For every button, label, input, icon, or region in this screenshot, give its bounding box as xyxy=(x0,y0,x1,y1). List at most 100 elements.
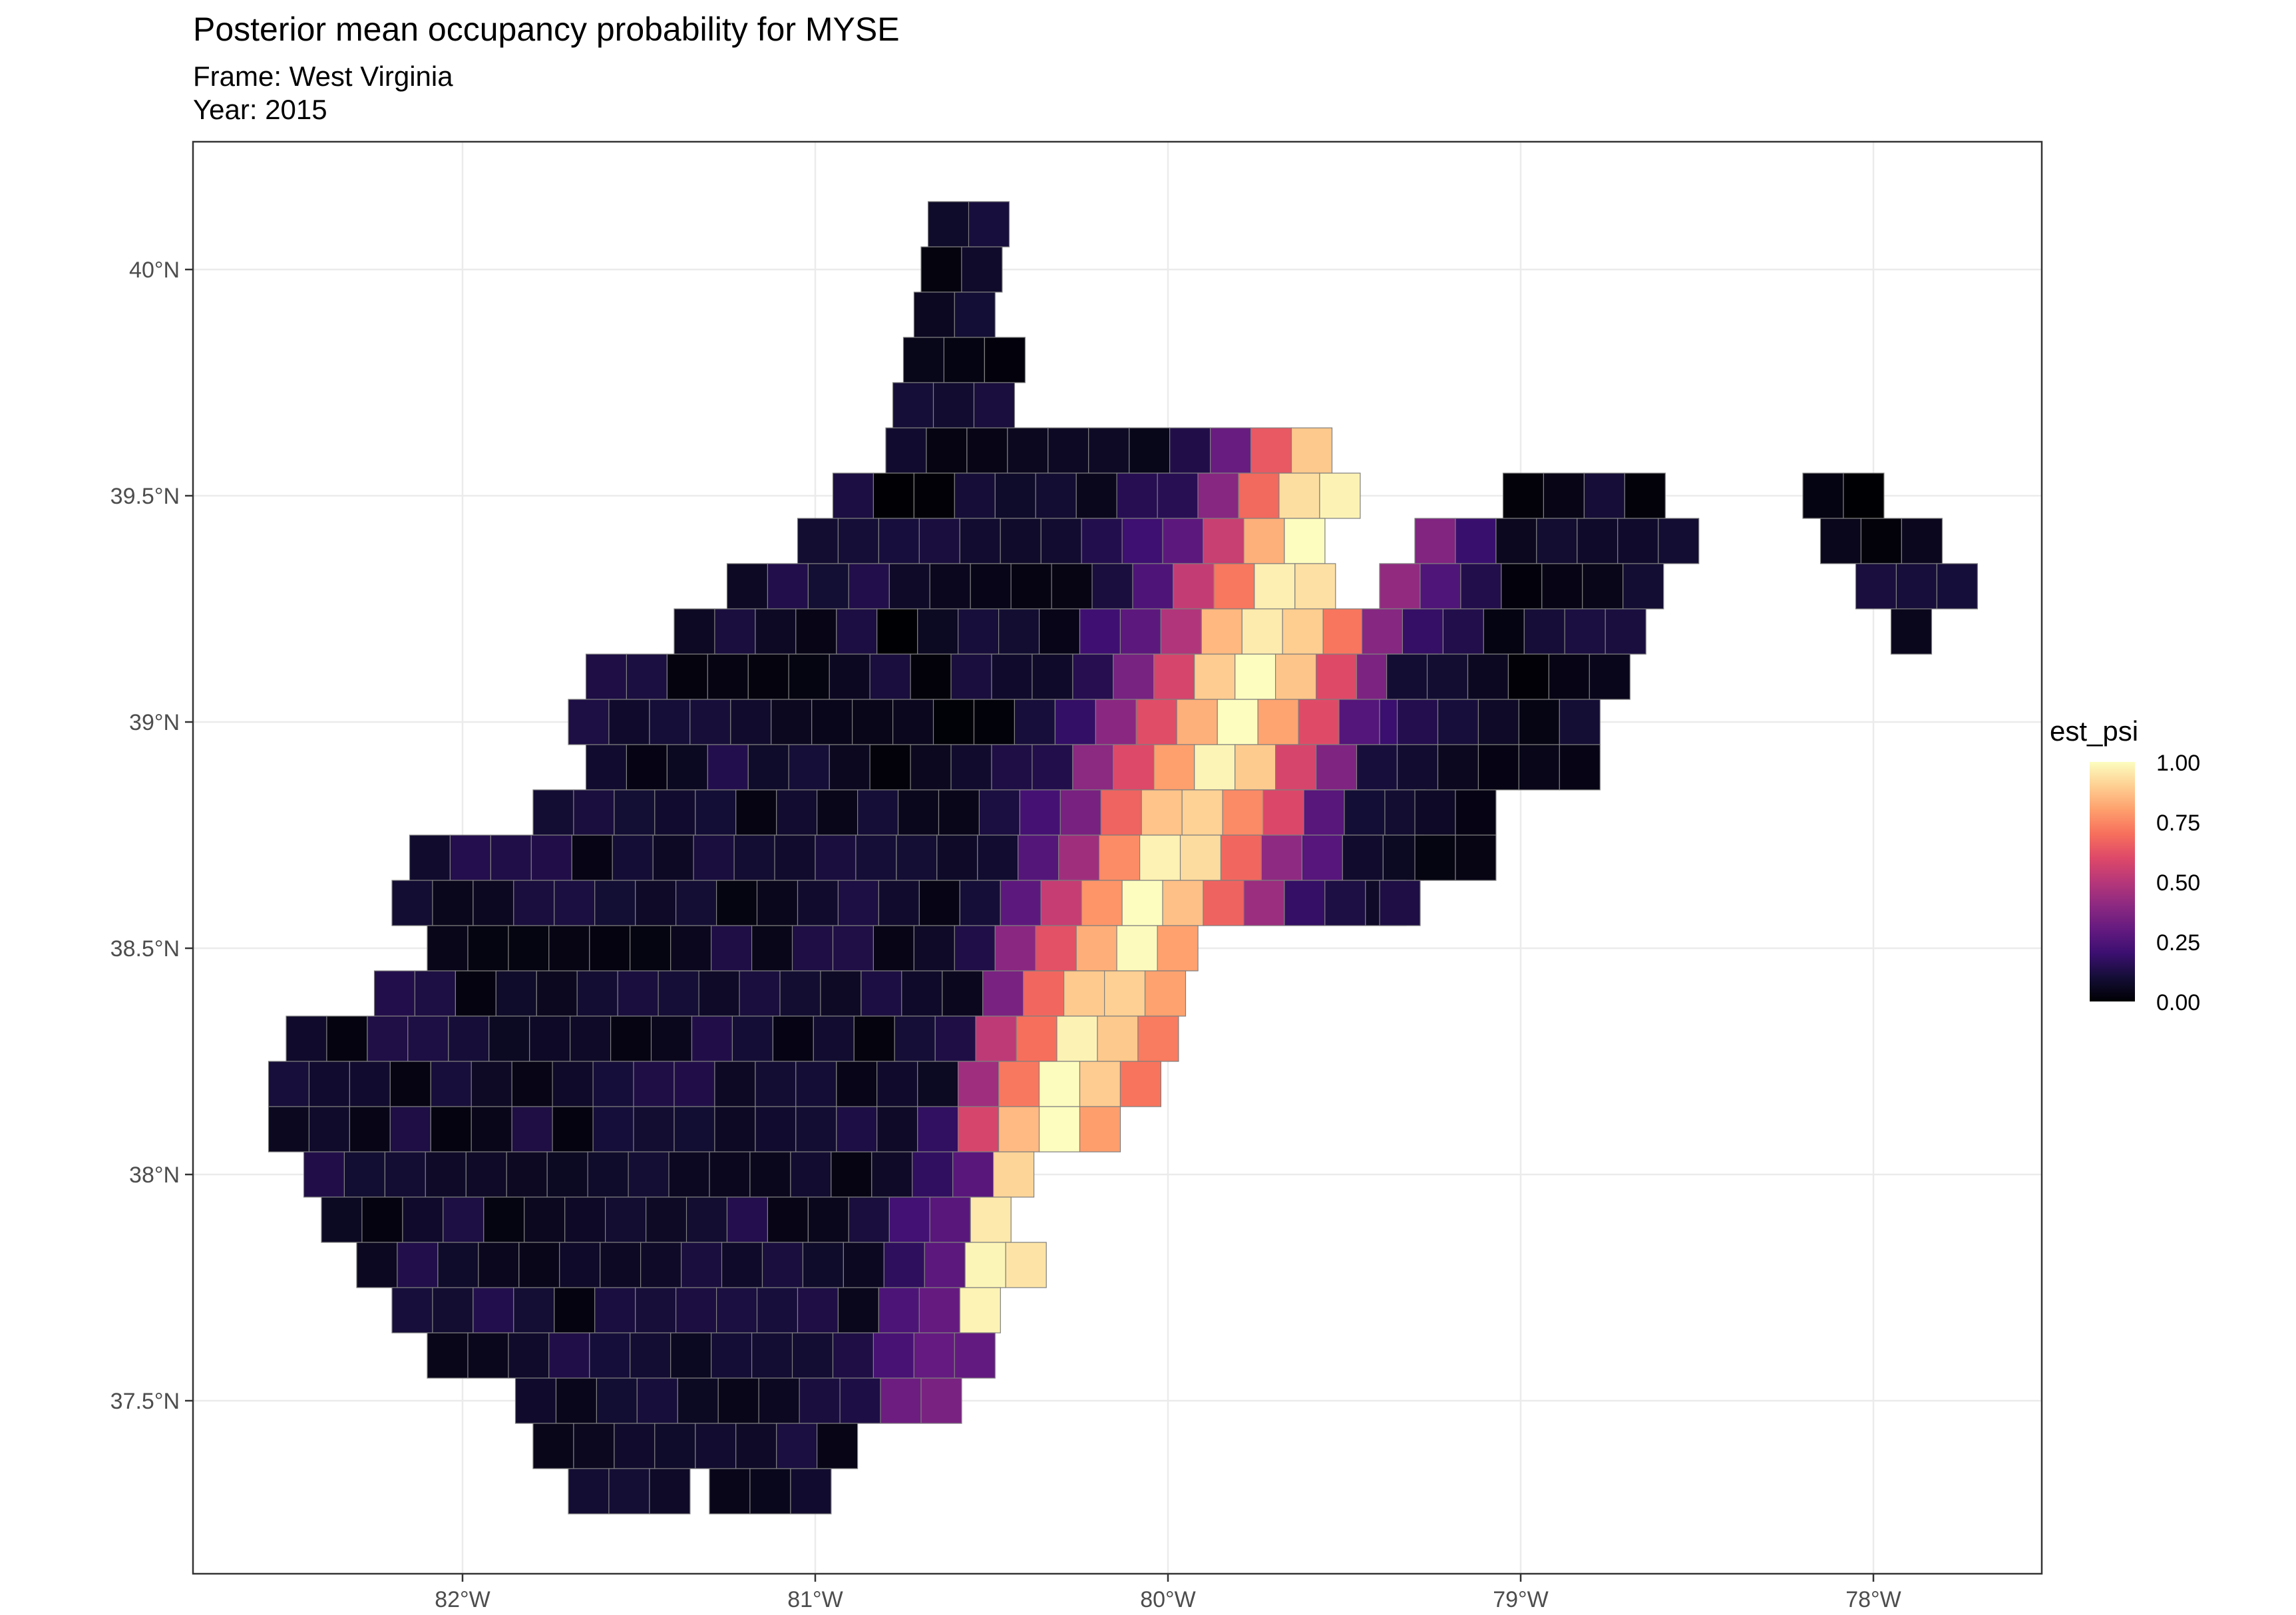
grid-cell xyxy=(832,472,874,519)
grid-cell xyxy=(774,834,816,881)
grid-cell xyxy=(326,1015,368,1062)
grid-cell xyxy=(449,834,492,881)
grid-cell xyxy=(467,1332,509,1379)
grid-cell xyxy=(1243,518,1285,564)
grid-cell xyxy=(652,834,694,881)
grid-cell xyxy=(430,1106,472,1153)
grid-cell xyxy=(797,1287,839,1334)
grid-cell xyxy=(892,699,934,745)
grid-cell xyxy=(414,970,457,1017)
grid-cell xyxy=(1860,518,1902,564)
grid-cell xyxy=(1038,1106,1081,1153)
grid-cell xyxy=(633,1106,675,1153)
grid-cell xyxy=(735,1423,777,1469)
grid-cell xyxy=(791,925,834,972)
grid-cell xyxy=(409,834,451,881)
grid-cell xyxy=(1179,834,1222,881)
grid-cell xyxy=(1855,563,1897,610)
grid-cell xyxy=(1426,653,1469,700)
legend-label-1: 1.00 xyxy=(2156,751,2201,776)
grid-cell xyxy=(508,925,550,972)
plot-subtitle-year: Year: 2015 xyxy=(193,94,327,125)
grid-cell xyxy=(1144,970,1187,1017)
grid-cell xyxy=(710,925,753,972)
grid-cell xyxy=(391,1287,433,1334)
y-tick-label: 38.5°N xyxy=(110,936,180,962)
grid-cell xyxy=(308,1106,350,1153)
grid-cell xyxy=(650,1015,693,1062)
grid-cell xyxy=(913,472,956,519)
grid-cell xyxy=(495,970,537,1017)
grid-cell xyxy=(1153,653,1195,700)
grid-cell xyxy=(1054,699,1097,745)
grid-cell xyxy=(839,1377,881,1424)
grid-cell xyxy=(455,970,497,1017)
grid-cell xyxy=(1000,880,1042,926)
grid-cell xyxy=(432,880,474,926)
grid-cell xyxy=(1220,834,1262,881)
grid-cell xyxy=(673,1061,715,1107)
grid-cell xyxy=(927,201,970,248)
grid-cell xyxy=(685,1196,728,1243)
grid-cell xyxy=(585,744,628,791)
grid-cell xyxy=(813,1015,855,1062)
grid-cell xyxy=(1477,744,1519,791)
grid-cell xyxy=(726,563,769,610)
grid-cell xyxy=(1455,518,1497,564)
grid-cell xyxy=(957,608,1000,655)
grid-cell xyxy=(552,1061,594,1107)
grid-cell xyxy=(943,337,986,383)
grid-cell xyxy=(1058,834,1100,881)
grid-cell xyxy=(430,1061,472,1107)
grid-cell xyxy=(564,1196,606,1243)
grid-cell xyxy=(1589,653,1630,700)
grid-cell xyxy=(471,1061,512,1107)
grid-cell xyxy=(968,201,1010,248)
grid-cell xyxy=(1936,563,1978,610)
grid-cell xyxy=(691,1015,733,1062)
grid-cell xyxy=(465,1151,507,1198)
grid-cell xyxy=(673,1106,715,1153)
grid-cell xyxy=(524,1196,566,1243)
grid-cell xyxy=(755,1106,797,1153)
grid-cell xyxy=(1072,653,1114,700)
grid-cell xyxy=(1315,653,1358,700)
grid-cell xyxy=(1141,789,1183,836)
grid-cell xyxy=(1617,518,1659,564)
grid-cell xyxy=(802,1242,845,1288)
grid-cell xyxy=(432,1287,474,1334)
grid-cell xyxy=(1075,472,1117,519)
legend-label-075: 0.75 xyxy=(2156,810,2201,836)
grid-cell xyxy=(529,1015,571,1062)
grid-cell xyxy=(1121,880,1163,926)
grid-cell xyxy=(1284,518,1326,564)
grid-cell xyxy=(308,1061,350,1107)
grid-cell xyxy=(751,1332,793,1379)
grid-cell xyxy=(861,970,902,1017)
grid-cell xyxy=(876,1106,918,1153)
grid-cell xyxy=(1019,789,1061,836)
grid-cell xyxy=(954,291,996,338)
grid-cell xyxy=(984,337,1026,383)
grid-cell xyxy=(913,925,956,972)
grid-cell xyxy=(959,880,1001,926)
grid-cell xyxy=(1262,789,1304,836)
grid-cell xyxy=(1802,472,1844,519)
grid-cell xyxy=(714,1106,756,1153)
grid-cell xyxy=(1501,563,1543,610)
grid-cell xyxy=(994,925,1036,972)
grid-cell xyxy=(1278,472,1320,519)
grid-cell xyxy=(554,880,596,926)
grid-cell xyxy=(1361,608,1404,655)
grid-cell xyxy=(880,1377,922,1424)
grid-cell xyxy=(518,1242,560,1288)
grid-cell xyxy=(568,1468,610,1515)
grid-cell xyxy=(576,970,618,1017)
grid-cell xyxy=(343,1151,386,1198)
grid-cell xyxy=(1007,427,1049,474)
x-tick-label: 78°W xyxy=(1845,1587,1901,1612)
grid-cell xyxy=(959,518,1001,564)
x-tick-label: 82°W xyxy=(435,1587,490,1612)
grid-cell xyxy=(942,970,984,1017)
grid-cell xyxy=(1072,744,1114,791)
